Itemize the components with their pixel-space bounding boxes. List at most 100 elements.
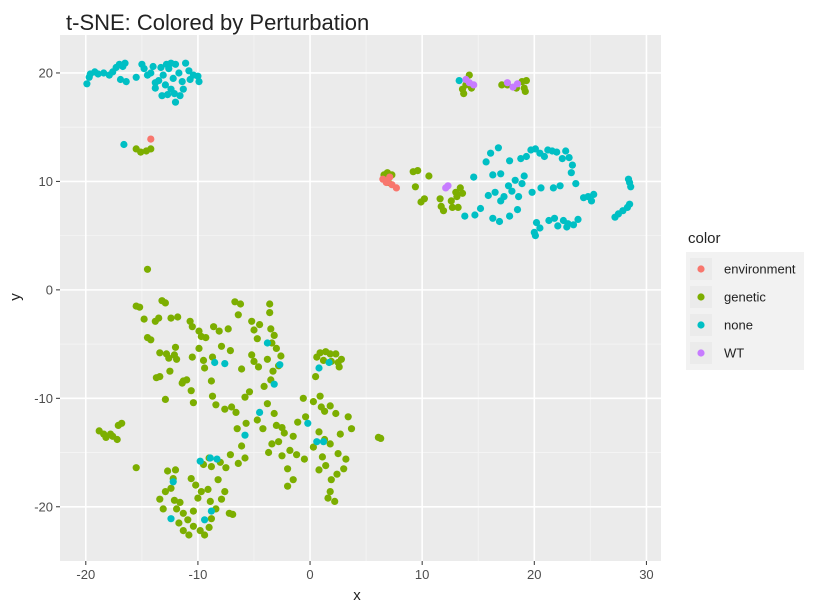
point-genetic	[275, 438, 283, 446]
point-genetic	[272, 421, 280, 429]
point-genetic	[173, 355, 181, 363]
point-genetic	[192, 481, 200, 489]
point-none	[169, 478, 177, 486]
point-genetic	[167, 314, 175, 322]
y-tick-label: -10	[34, 391, 53, 406]
point-genetic	[326, 402, 334, 410]
point-none	[624, 175, 633, 183]
point-genetic	[202, 334, 210, 342]
point-genetic	[159, 505, 167, 513]
point-genetic	[207, 377, 215, 385]
point-none	[495, 217, 504, 226]
point-genetic	[232, 408, 240, 416]
point-none	[179, 85, 187, 93]
point-none	[171, 98, 180, 106]
point-genetic	[221, 405, 229, 413]
point-none	[151, 84, 159, 92]
point-genetic	[318, 453, 326, 461]
point-genetic	[199, 356, 208, 364]
legend: color environment genetic none WT	[686, 230, 804, 370]
point-genetic	[259, 425, 267, 433]
point-none	[313, 438, 321, 446]
legend-label-environment: environment	[724, 262, 796, 277]
y-tick-label: 10	[39, 174, 53, 189]
point-none	[315, 364, 323, 372]
point-genetic	[161, 488, 169, 496]
point-genetic	[205, 523, 213, 532]
point-none	[520, 172, 528, 180]
legend-key-none	[697, 321, 705, 329]
point-genetic	[173, 505, 181, 513]
point-none	[506, 212, 514, 220]
point-genetic	[222, 464, 230, 472]
point-genetic	[171, 466, 180, 474]
point-none	[553, 148, 561, 156]
point-genetic	[324, 494, 332, 502]
point-genetic	[278, 424, 286, 432]
point-genetic	[267, 325, 275, 333]
point-genetic	[265, 448, 273, 457]
point-none	[161, 81, 169, 89]
point-genetic	[196, 527, 204, 535]
point-genetic	[278, 452, 286, 460]
point-genetic	[165, 354, 173, 362]
point-genetic	[171, 343, 180, 351]
point-genetic	[316, 349, 324, 357]
point-none	[185, 67, 193, 75]
point-genetic	[458, 189, 467, 197]
point-genetic	[316, 392, 324, 400]
point-genetic	[215, 327, 223, 335]
point-genetic	[187, 387, 195, 395]
point-genetic	[201, 364, 209, 372]
point-none	[120, 140, 128, 149]
point-none	[304, 419, 312, 427]
point-genetic	[284, 465, 292, 473]
point-genetic	[197, 488, 205, 496]
point-genetic	[411, 183, 419, 191]
point-environment	[147, 135, 155, 143]
legend-label-WT: WT	[724, 346, 744, 361]
point-none	[470, 173, 478, 181]
point-genetic	[420, 195, 428, 203]
point-genetic	[312, 373, 320, 381]
point-genetic	[195, 327, 203, 335]
legend-key-WT	[697, 349, 705, 357]
point-genetic	[217, 495, 226, 503]
point-genetic	[447, 197, 455, 205]
point-none	[540, 152, 549, 161]
point-genetic	[152, 374, 160, 382]
point-genetic	[167, 484, 175, 492]
point-genetic	[233, 425, 241, 433]
point-none	[147, 69, 155, 77]
point-genetic	[340, 465, 348, 473]
point-genetic	[161, 299, 169, 307]
point-none	[182, 59, 190, 67]
point-genetic	[456, 184, 464, 192]
point-genetic	[327, 476, 335, 484]
point-genetic	[294, 418, 302, 426]
point-genetic	[253, 416, 261, 424]
point-genetic	[277, 352, 285, 360]
point-none	[522, 152, 531, 161]
point-none	[158, 92, 166, 100]
point-none	[178, 78, 186, 86]
point-none	[196, 457, 204, 465]
x-tick-label: 0	[306, 567, 313, 582]
point-genetic	[185, 531, 193, 539]
point-genetic	[266, 309, 274, 317]
point-genetic	[147, 336, 155, 344]
point-genetic	[333, 470, 341, 478]
point-genetic	[204, 485, 212, 493]
point-genetic	[189, 522, 197, 530]
point-genetic	[189, 399, 197, 407]
x-tick-label: 30	[639, 567, 653, 582]
point-genetic	[425, 172, 433, 180]
point-genetic	[228, 403, 236, 411]
point-genetic	[248, 351, 256, 359]
point-none	[207, 507, 215, 515]
point-genetic	[161, 395, 169, 403]
point-none	[482, 158, 490, 166]
point-genetic	[460, 90, 468, 98]
y-axis-title: y	[7, 293, 24, 301]
